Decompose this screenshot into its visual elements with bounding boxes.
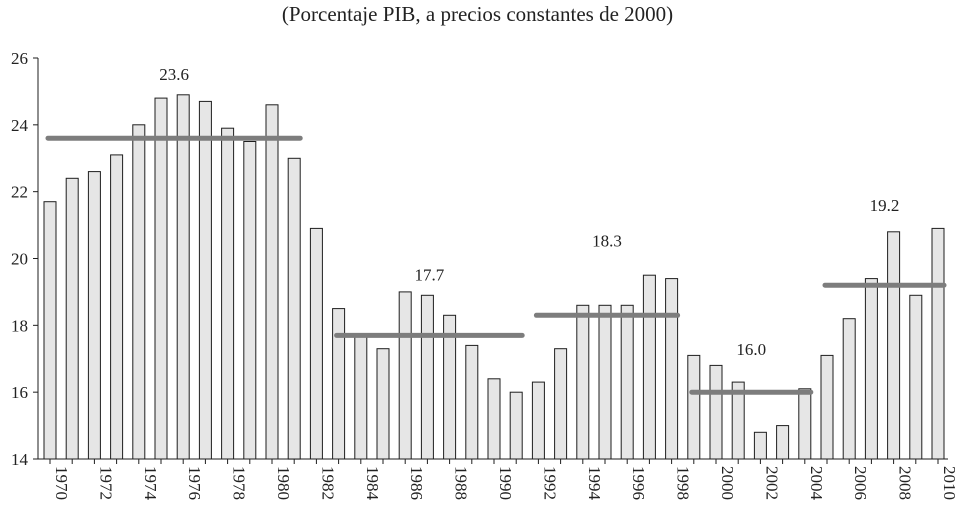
x-tick-label-1972: 1972 — [96, 466, 115, 500]
x-tick-label-1970: 1970 — [52, 466, 71, 500]
x-tick-label-1986: 1986 — [407, 466, 426, 500]
x-tick-label-2000: 2000 — [718, 466, 737, 500]
chart-subtitle: (Porcentaje PIB, a precios constantes de… — [281, 2, 674, 26]
bar-1998 — [665, 278, 679, 460]
bar-2010 — [931, 227, 945, 460]
bar-1997 — [642, 274, 656, 460]
y-tick-label-16: 16 — [11, 383, 28, 402]
bar-1983 — [332, 308, 346, 460]
y-tick-label-20: 20 — [11, 250, 28, 269]
x-tick-label-1976: 1976 — [185, 466, 204, 500]
x-tick-label-1982: 1982 — [318, 466, 337, 500]
average-label-19.2: 19.2 — [870, 196, 900, 215]
bar-1987 — [420, 294, 434, 460]
bars-group — [43, 94, 945, 460]
bar-1994 — [576, 304, 590, 460]
x-tick-label-1988: 1988 — [452, 466, 471, 500]
average-label-16.0: 16.0 — [736, 340, 766, 359]
x-tick-label-2006: 2006 — [851, 466, 870, 500]
bar-1975 — [154, 97, 168, 460]
bar-1999 — [687, 354, 701, 460]
bar-1981 — [287, 157, 301, 460]
bar-1984 — [354, 334, 368, 460]
bar-1972 — [87, 171, 101, 460]
period-averages-group: 23.6 17.7 18.3 16.0 19.2 — [45, 65, 947, 395]
bar-1976 — [176, 94, 190, 460]
x-tick-label-1978: 1978 — [230, 466, 249, 500]
bar-1992 — [531, 381, 545, 460]
y-tick-label-24: 24 — [11, 116, 29, 135]
y-tick-label-18: 18 — [11, 316, 28, 335]
bar-2006 — [842, 318, 856, 460]
x-tick-label-1990: 1990 — [496, 466, 515, 500]
bar-1970 — [43, 201, 57, 460]
axes-group — [33, 57, 948, 464]
x-tick-label-2004: 2004 — [807, 466, 826, 501]
bar-1990 — [487, 378, 501, 460]
bar-1989 — [465, 344, 479, 460]
bar-2009 — [909, 294, 923, 460]
bar-2007 — [864, 278, 878, 460]
x-tick-label-1996: 1996 — [629, 466, 648, 500]
y-tick-labels: 14 16 18 20 22 24 26 — [11, 49, 29, 469]
x-tick-label-1974: 1974 — [141, 466, 160, 501]
bar-1974 — [132, 124, 146, 460]
bar-2005 — [820, 354, 834, 460]
bar-1979 — [243, 141, 257, 460]
bar-2000 — [709, 364, 723, 460]
bar-1980 — [265, 104, 279, 460]
average-label-18.3: 18.3 — [592, 231, 622, 250]
bar-1982 — [309, 227, 323, 460]
y-tick-label-26: 26 — [11, 49, 28, 68]
bar-1971 — [65, 177, 79, 460]
bar-1991 — [509, 391, 523, 460]
bar-1978 — [221, 127, 235, 460]
bar-1985 — [376, 348, 390, 460]
bar-1973 — [110, 154, 124, 460]
x-tick-label-2008: 2008 — [896, 466, 915, 500]
x-tick-label-1994: 1994 — [585, 466, 604, 501]
average-label-23.6: 23.6 — [159, 65, 189, 84]
x-tick-label-2010: 2010 — [940, 466, 955, 500]
y-tick-label-14: 14 — [11, 450, 29, 469]
bar-2004 — [798, 388, 812, 460]
x-tick-label-2002: 2002 — [762, 466, 781, 500]
bar-1993 — [554, 348, 568, 460]
bar-1995 — [598, 304, 612, 460]
bar-1996 — [620, 304, 634, 460]
bar-1986 — [398, 291, 412, 460]
y-tick-label-22: 22 — [11, 183, 28, 202]
bar-2003 — [776, 425, 790, 460]
bar-2008 — [887, 231, 901, 460]
x-tick-labels: 1970 1972 1974 1976 1978 1980 1982 1984 1986 1988… — [52, 466, 955, 501]
bar-2002 — [753, 431, 767, 460]
bar-1977 — [198, 100, 212, 460]
average-label-17.7: 17.7 — [415, 265, 445, 284]
x-tick-label-1980: 1980 — [274, 466, 293, 500]
x-tick-label-1992: 1992 — [540, 466, 559, 500]
x-tick-label-1998: 1998 — [674, 466, 693, 500]
x-tick-label-1984: 1984 — [363, 466, 382, 501]
